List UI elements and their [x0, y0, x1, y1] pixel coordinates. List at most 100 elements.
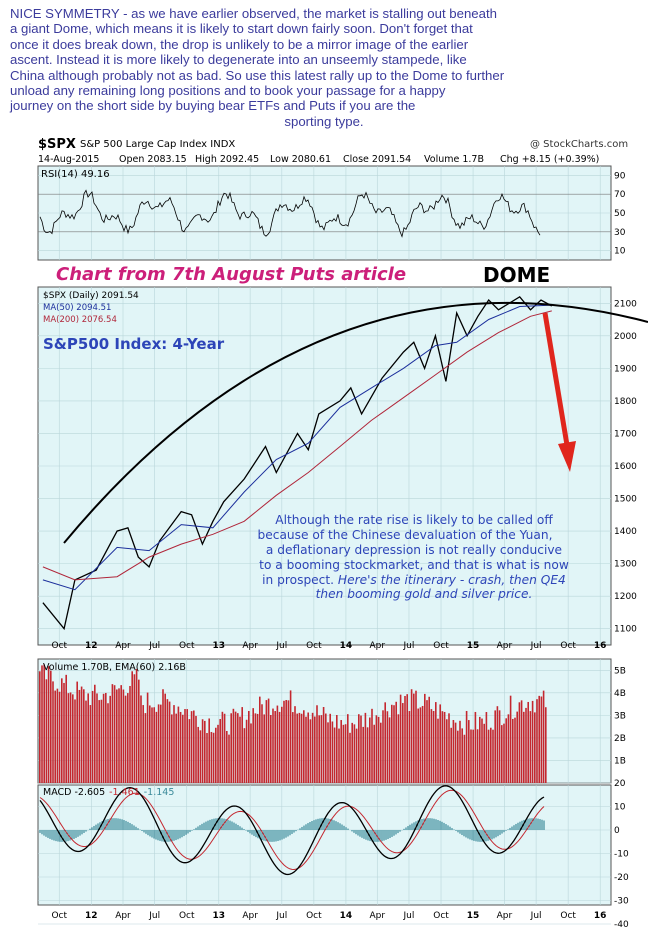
volume-bar: [241, 707, 243, 783]
rsi-tick-label: 30: [614, 228, 626, 238]
legend-ma200: MA(200) 2076.54: [43, 315, 117, 325]
volume-bar: [267, 698, 270, 783]
volume-bar: [151, 707, 153, 783]
commentary-line: sporting type.: [284, 113, 364, 129]
volume-tick-label: 4B: [614, 689, 626, 699]
volume-bar: [512, 718, 514, 783]
volume-bar: [397, 714, 400, 783]
rsi-title: RSI(14) 49.16: [41, 169, 110, 180]
down-arrow-head: [558, 441, 576, 472]
volume-bar: [494, 710, 496, 783]
volume-bar: [217, 724, 219, 783]
volume-bar: [272, 708, 274, 783]
volume-bar: [509, 695, 512, 783]
volume-bar: [142, 705, 144, 783]
volume-bar: [318, 715, 320, 783]
volume-bar: [432, 710, 435, 783]
price-series: [42, 295, 553, 631]
volume-bar: [76, 681, 78, 783]
volume-bar: [276, 705, 279, 783]
volume-bar: [80, 686, 83, 783]
volume-bar: [439, 704, 441, 783]
volume-bar: [388, 717, 391, 783]
volume-bar: [402, 703, 404, 783]
volume-bar: [94, 684, 96, 783]
volume-bar: [518, 702, 521, 783]
volume-bar: [307, 712, 309, 783]
price-tick-label: 1100: [614, 625, 637, 635]
volume-tick-label: 1B: [614, 756, 626, 766]
note-line-5-plain: in prospect.: [262, 573, 334, 587]
volume-bar: [243, 728, 246, 783]
volume-bar: [338, 728, 340, 783]
volume-bar: [327, 722, 329, 783]
volume-bar: [325, 713, 327, 783]
volume-bar: [43, 664, 45, 783]
volume-bar: [364, 712, 367, 783]
volume-bar: [366, 727, 369, 783]
macd-tick-label: -20: [614, 873, 629, 883]
volume-bar: [144, 713, 147, 783]
volume-bar: [523, 711, 525, 783]
price-tick-label: 1300: [614, 560, 637, 570]
price-tick-label: 1400: [614, 527, 637, 537]
series-line-ma200: [42, 310, 552, 581]
volume-bar: [496, 706, 499, 783]
quote-change: Chg +8.15 (+0.39%): [500, 154, 600, 165]
price-tick-label: 1700: [614, 429, 637, 439]
volume-bar: [296, 713, 298, 783]
volume-bar: [237, 713, 239, 783]
volume-bar: [102, 693, 105, 783]
volume-bar: [314, 716, 316, 783]
volume-bar: [336, 715, 338, 783]
volume-bar: [204, 720, 206, 783]
volume-bar: [540, 696, 543, 783]
volume-bar: [507, 714, 510, 783]
volume-tick-label: 2B: [614, 734, 626, 744]
macd-tick-label: 10: [614, 803, 626, 813]
x-tick-label: 13: [213, 911, 226, 921]
volume-bar: [135, 668, 138, 783]
volume-bar: [234, 711, 237, 783]
volume-bar: [111, 684, 114, 783]
volume-bar: [514, 717, 516, 783]
volume-bar: [259, 696, 261, 783]
volume-bar: [360, 715, 362, 783]
volume-bar: [311, 712, 314, 783]
volume-bar: [261, 704, 263, 783]
volume-bar: [399, 694, 402, 783]
volume-bar: [375, 715, 378, 783]
volume-bar: [131, 671, 133, 783]
volume-bar: [133, 674, 136, 783]
volume-bar: [248, 710, 250, 783]
price-tick-label: 1900: [614, 364, 637, 374]
volume-bar: [212, 732, 215, 783]
note-line: then booming gold and silver price.: [316, 587, 533, 601]
quote-low: Low 2080.61: [270, 154, 332, 165]
quote-date: 14-Aug-2015: [38, 154, 100, 165]
volume-bar: [195, 715, 197, 783]
volume-bar: [369, 717, 371, 783]
volume-bar: [303, 710, 305, 783]
commentary-line: a giant Dome, which means it is likely t…: [10, 21, 473, 37]
x-tick-label: 14: [340, 911, 353, 921]
volume-bar: [120, 685, 122, 783]
volume-bar: [527, 701, 529, 783]
macd-signal-line: [39, 789, 545, 871]
volume-bar: [472, 729, 474, 783]
quote-open: Open 2083.15: [119, 154, 187, 165]
gridlines: [38, 166, 611, 925]
volume-bar: [404, 695, 406, 783]
commentary-line: journey on the short side by buying bear…: [10, 98, 416, 114]
volume-bar: [72, 694, 74, 783]
volume-bar: [487, 729, 490, 783]
volume-bar: [428, 696, 430, 783]
volume-bar: [208, 718, 210, 783]
volume-bar: [441, 711, 444, 783]
volume-bar: [54, 690, 56, 783]
note-line-5-italic: Here's the itinerary - crash, then QE4: [338, 573, 566, 587]
volume-bar: [461, 728, 463, 783]
commentary-line: ascent. Instead it is more likely to deg…: [10, 52, 467, 68]
source-watermark: @ StockCharts.com: [530, 139, 629, 150]
volume-bar: [96, 693, 98, 783]
